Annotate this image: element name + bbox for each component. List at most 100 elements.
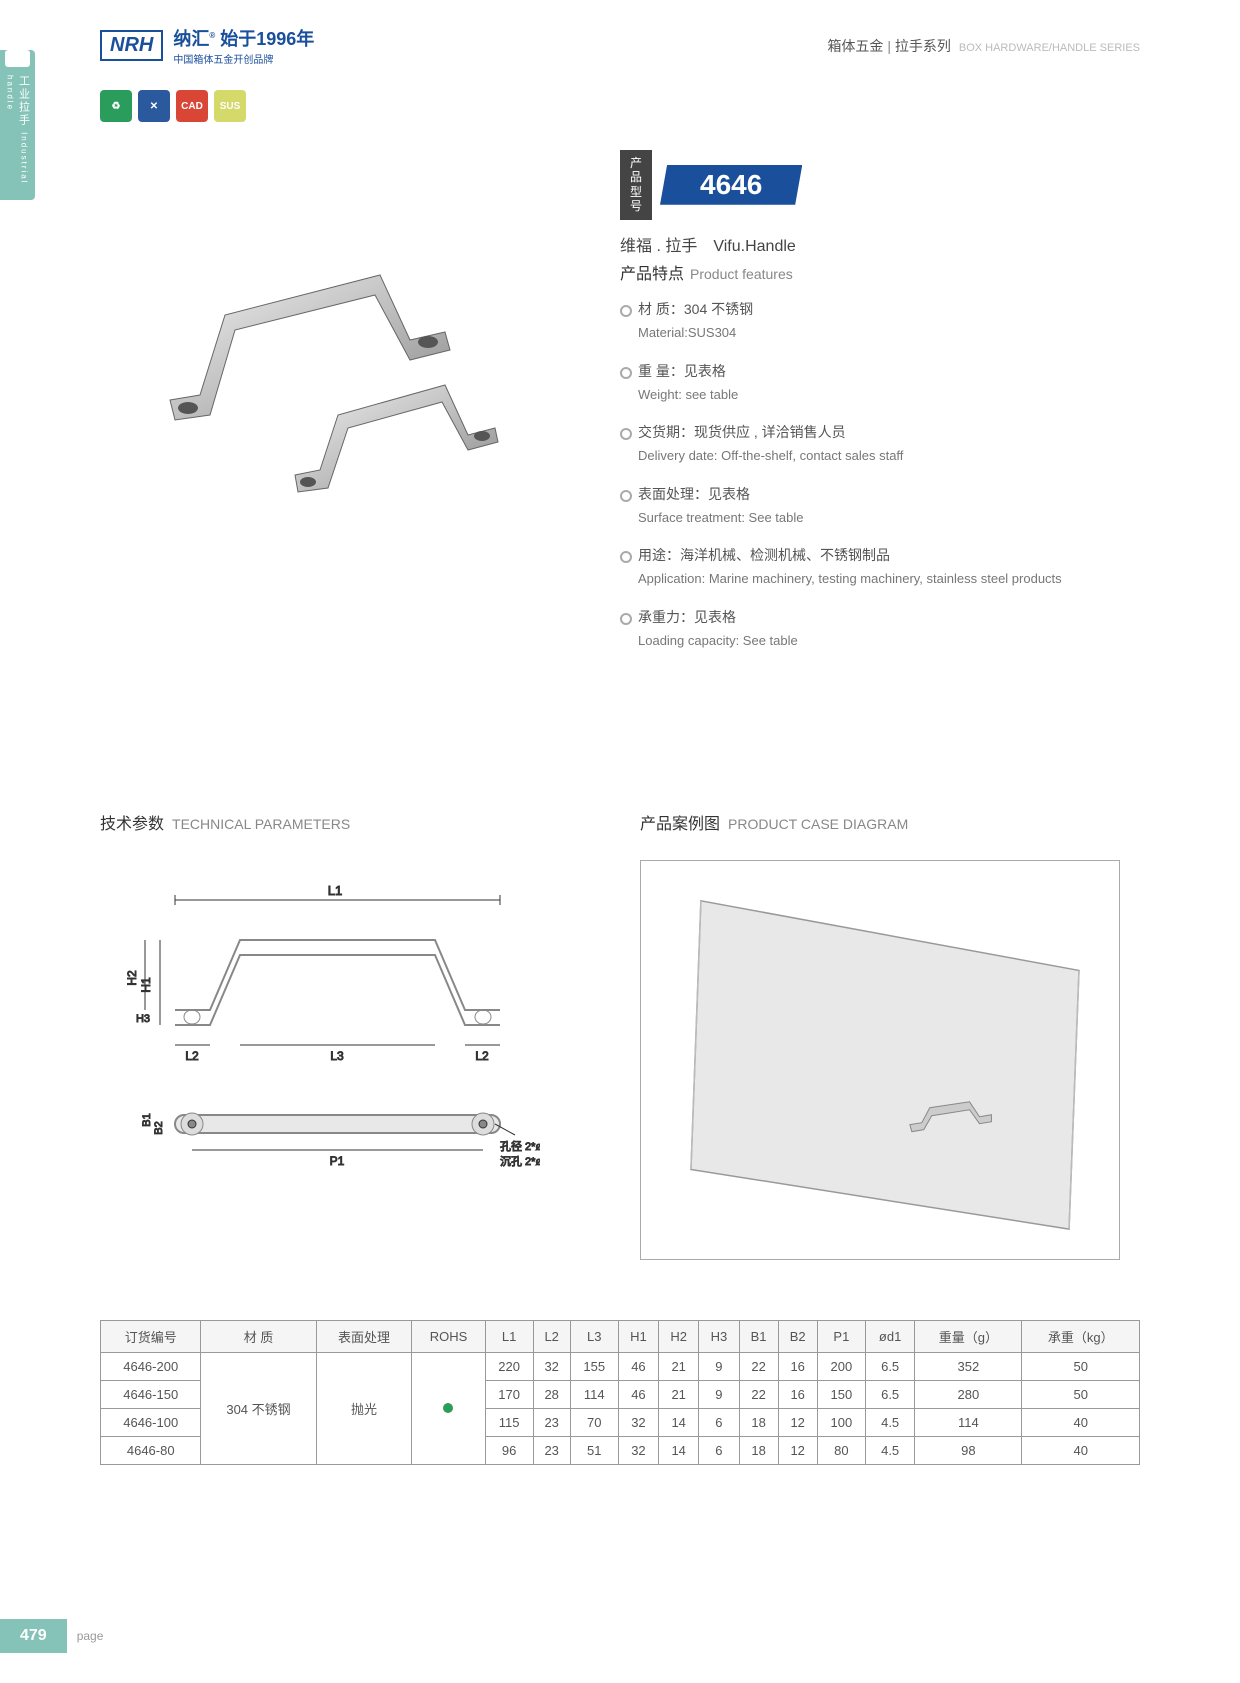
table-header-cell: 表面处理	[316, 1321, 412, 1353]
model-label: 产品型号	[620, 150, 652, 220]
table-header-cell: 订货编号	[101, 1321, 201, 1353]
table-cell: 96	[485, 1437, 533, 1465]
table-cell: 12	[778, 1409, 817, 1437]
feature-text-en: Delivery date: Off-the-shelf, contact sa…	[638, 446, 1120, 466]
table-cell: 170	[485, 1381, 533, 1409]
side-tab-text: 工业拉手 Industrial handle	[4, 75, 32, 200]
table-cell: 50	[1022, 1381, 1140, 1409]
feature-text-en: Application: Marine machinery, testing m…	[638, 569, 1120, 589]
table-cell: 4.5	[865, 1409, 914, 1437]
svg-text:L1: L1	[328, 883, 342, 898]
category-breadcrumb: 箱体五金 | 拉手系列BOX HARDWARE/HANDLE SERIES	[827, 36, 1140, 56]
svg-text:孔径 2*ød1: 孔径 2*ød1	[500, 1140, 540, 1153]
rohs-indicator-icon	[443, 1403, 453, 1413]
page-number: 479	[0, 1619, 67, 1653]
svg-text:B2: B2	[153, 1121, 165, 1134]
table-cell: 51	[570, 1437, 618, 1465]
case-diagram-heading: 产品案例图PRODUCT CASE DIAGRAM	[640, 810, 908, 834]
tech-params-heading: 技术参数TECHNICAL PARAMETERS	[100, 810, 350, 834]
features-heading: 产品特点Product features	[620, 260, 1120, 284]
product-features: 产品特点Product features 材 质：304 不锈钢Material…	[620, 260, 1120, 668]
table-header-cell: B1	[739, 1321, 778, 1353]
table-cell: 6.5	[865, 1353, 914, 1381]
table-header-cell: ROHS	[412, 1321, 485, 1353]
svg-text:B1: B1	[141, 1113, 153, 1126]
feature-text-en: Weight: see table	[638, 385, 1120, 405]
table-cell: 14	[659, 1437, 699, 1465]
table-header-cell: 重量（g）	[915, 1321, 1022, 1353]
table-header-cell: H2	[659, 1321, 699, 1353]
table-cell: 114	[915, 1409, 1022, 1437]
table-header-cell: H3	[699, 1321, 739, 1353]
feature-item: 材 质：304 不锈钢Material:SUS304	[620, 299, 1120, 343]
product-photo	[120, 180, 520, 520]
feature-text-cn: 承重力：见表格	[638, 607, 1120, 627]
table-cell: 155	[570, 1353, 618, 1381]
table-cell: 80	[817, 1437, 865, 1465]
table-cell: 40	[1022, 1409, 1140, 1437]
table-cell: 150	[817, 1381, 865, 1409]
feature-text-en: Loading capacity: See table	[638, 631, 1120, 651]
table-header-cell: L2	[533, 1321, 570, 1353]
table-cell: 22	[739, 1381, 778, 1409]
feature-text-en: Surface treatment: See table	[638, 508, 1120, 528]
side-category-tab: 工业拉手 Industrial handle	[0, 50, 35, 200]
svg-text:沉孔 2*ød2: 沉孔 2*ød2	[500, 1155, 540, 1168]
table-cell: 9	[699, 1381, 739, 1409]
sus-badge-icon: SUS	[214, 90, 246, 122]
page-label: page	[77, 1629, 104, 1643]
tool-badge-icon: ✕	[138, 90, 170, 122]
feature-text-cn: 材 质：304 不锈钢	[638, 299, 1120, 319]
table-cell: 16	[778, 1381, 817, 1409]
table-header-cell: B2	[778, 1321, 817, 1353]
svg-text:P1: P1	[330, 1154, 345, 1168]
model-block: 产品型号 4646 维福 . 拉手 Vifu.Handle	[620, 150, 802, 256]
brand-name: 纳汇® 始于1996年	[173, 25, 314, 51]
table-cell: 6	[699, 1409, 739, 1437]
table-cell: 32	[618, 1437, 658, 1465]
table-header-cell: P1	[817, 1321, 865, 1353]
page-footer: 479 page	[0, 1619, 103, 1653]
table-row: 4646-200304 不锈钢抛光220321554621922162006.5…	[101, 1353, 1140, 1381]
logo-mark: NRH	[100, 30, 163, 61]
svg-text:L2: L2	[185, 1049, 199, 1063]
table-cell: 98	[915, 1437, 1022, 1465]
svg-text:L3: L3	[330, 1049, 344, 1063]
table-cell	[412, 1353, 485, 1465]
table-cell: 46	[618, 1381, 658, 1409]
feature-item: 重 量：见表格Weight: see table	[620, 361, 1120, 405]
technical-drawing: L1 H1 H2 H3 L2 L3 L2 B1 B2 P1 孔径 2*ød1 沉…	[100, 870, 540, 1230]
table-cell: 40	[1022, 1437, 1140, 1465]
table-header-cell: H1	[618, 1321, 658, 1353]
table-cell: 28	[533, 1381, 570, 1409]
feature-item: 表面处理：见表格Surface treatment: See table	[620, 484, 1120, 528]
cad-badge-icon: CAD	[176, 90, 208, 122]
model-number: 4646	[660, 165, 802, 205]
feature-item: 承重力：见表格 Loading capacity: See table	[620, 607, 1120, 651]
table-cell: 4.5	[865, 1437, 914, 1465]
side-tab-icon	[5, 50, 30, 67]
table-cell: 50	[1022, 1353, 1140, 1381]
table-cell: 352	[915, 1353, 1022, 1381]
feature-item: 交货期：现货供应 , 详洽销售人员Delivery date: Off-the-…	[620, 422, 1120, 466]
feature-item: 用途：海洋机械、检测机械、不锈钢制品Application: Marine ma…	[620, 545, 1120, 589]
table-cell: 9	[699, 1353, 739, 1381]
table-header-cell: L1	[485, 1321, 533, 1353]
eco-badge-icon: ♻	[100, 90, 132, 122]
table-cell: 18	[739, 1409, 778, 1437]
table-cell: 4646-80	[101, 1437, 201, 1465]
svg-text:H2: H2	[125, 970, 139, 986]
model-name: 维福 . 拉手 Vifu.Handle	[620, 232, 802, 256]
table-cell: 6	[699, 1437, 739, 1465]
table-cell: 70	[570, 1409, 618, 1437]
table-cell: 6.5	[865, 1381, 914, 1409]
table-cell: 220	[485, 1353, 533, 1381]
table-cell: 114	[570, 1381, 618, 1409]
table-cell: 抛光	[316, 1353, 412, 1465]
table-header-cell: L3	[570, 1321, 618, 1353]
table-cell: 23	[533, 1409, 570, 1437]
table-cell: 14	[659, 1409, 699, 1437]
table-header-cell: 承重（kg）	[1022, 1321, 1140, 1353]
table-cell: 16	[778, 1353, 817, 1381]
logo-block: NRH 纳汇® 始于1996年 中国箱体五金开创品牌	[100, 25, 314, 66]
